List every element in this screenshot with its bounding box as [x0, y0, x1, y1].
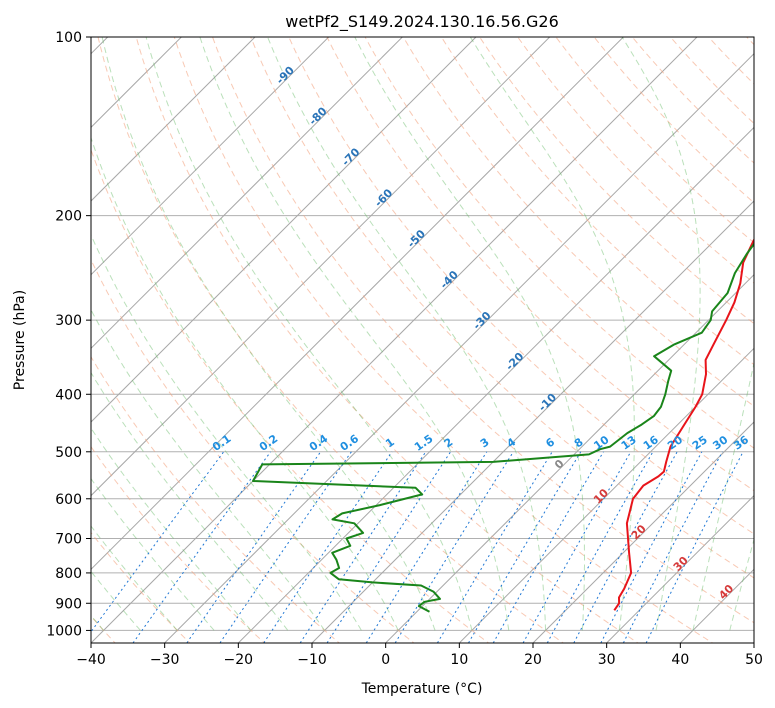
mixing-ratio-line: [622, 451, 723, 643]
moist-adiabat-line: [91, 477, 215, 631]
isotherm-line: [91, 37, 477, 423]
mixing-ratio-line: [522, 451, 632, 643]
moist-adiabat-line: [267, 37, 547, 631]
moist-adiabat-line: [91, 371, 289, 631]
dry-adiabat-line: [211, 37, 754, 624]
isotherm-line: [91, 37, 698, 643]
isotherm-line: [458, 347, 754, 643]
isotherm-line: [163, 52, 754, 643]
x-tick-label: −10: [297, 652, 327, 668]
dry-adiabat-line: [91, 445, 266, 643]
moist-adiabat-line: [91, 308, 326, 631]
x-tick-label: 0: [381, 652, 390, 668]
isotherm-line: [532, 421, 754, 643]
dry-adiabat-line: [91, 355, 341, 643]
dry-adiabat-line: [97, 37, 565, 643]
axes: −40 −30 −20 −10 0 10 20 30 40 50 100 200 300 400 500 60…: [46, 30, 763, 668]
background-lines: [91, 37, 754, 643]
x-tick-label: 20: [524, 652, 542, 668]
mixing-ratio-line: [468, 451, 582, 643]
dewpoint-line: [252, 242, 754, 613]
mixing-ratio-line: [436, 451, 553, 643]
mixing-ratio-line: [132, 451, 272, 643]
moist-adiabat-line: [145, 37, 473, 631]
moist-adiabat-line: [101, 37, 436, 631]
isotherm-line: [91, 37, 625, 571]
isotherm-line: [605, 494, 754, 643]
y-axis-label: Pressure (hPa): [12, 290, 28, 390]
y-tick-label: 1000: [46, 623, 82, 639]
x-tick-label: 50: [745, 652, 763, 668]
x-tick-label: −20: [224, 652, 254, 668]
dry-adiabat-line: [135, 37, 639, 643]
x-axis-label: Temperature (°C): [361, 681, 483, 697]
mixing-ratio-line: [645, 451, 744, 643]
isotherm-line: [91, 37, 256, 202]
moist-adiabat-line: [354, 37, 585, 631]
dry-adiabat-line: [517, 37, 754, 284]
y-tick-label: 300: [55, 313, 82, 329]
y-tick-label: 900: [55, 596, 82, 612]
mixing-ratio-line: [600, 451, 703, 643]
dry-adiabat-line: [288, 37, 754, 535]
y-tick-label: 600: [55, 492, 82, 508]
x-tick-label: 40: [671, 652, 689, 668]
dry-adiabat-line: [91, 258, 415, 643]
moist-adiabat-line: [91, 570, 141, 631]
moist-adiabat-line: [692, 360, 754, 631]
y-tick-label: 700: [55, 532, 82, 548]
dry-adiabat-line: [91, 148, 490, 643]
isotherm-line: [311, 200, 754, 643]
mixing-ratio-line: [299, 451, 427, 643]
mixing-ratio-line: [186, 451, 322, 643]
mixing-ratio-line: [573, 451, 678, 643]
mixing-ratio-line: [394, 451, 514, 643]
chart-title: wetPf2_S149.2024.130.16.56.G26: [285, 12, 559, 32]
moist-adiabat-line: [621, 37, 701, 631]
y-tick-label: 100: [55, 30, 82, 46]
y-tick-label: 400: [55, 387, 82, 403]
moist-adiabat-line: [91, 427, 252, 631]
moist-adiabat-line: [91, 136, 399, 631]
x-tick-label: −30: [150, 652, 180, 668]
y-tick-label: 200: [55, 209, 82, 225]
mixing-ratio-line: [91, 451, 225, 633]
y-tick-label: 500: [55, 445, 82, 461]
moist-adiabat-line: [729, 537, 754, 631]
isotherm-line: [91, 37, 330, 276]
moist-adiabat-line: [91, 525, 178, 631]
moist-adiabat-line: [91, 233, 362, 631]
isotherm-line: [91, 37, 404, 350]
isotherm-line: [91, 37, 551, 497]
sounding-lines: [252, 238, 754, 613]
mixing-ratio-line: [546, 451, 654, 643]
x-tick-label: 10: [450, 652, 468, 668]
plot-frame: [90, 36, 755, 644]
mixing-ratio-line: [492, 451, 604, 643]
moist-adiabat-line: [199, 37, 510, 631]
y-tick-label: 800: [55, 566, 82, 582]
x-tick-label: 30: [598, 652, 616, 668]
temperature-line: [613, 238, 754, 611]
isotherm-line: [384, 273, 754, 643]
x-tick-label: −40: [76, 652, 106, 668]
